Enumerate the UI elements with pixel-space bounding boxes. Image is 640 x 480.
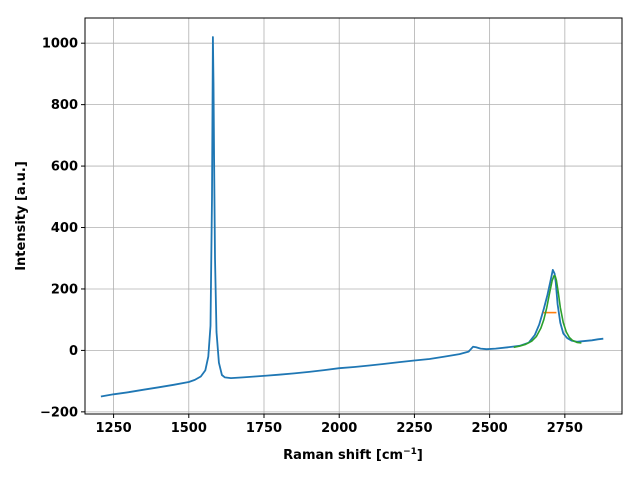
x-axis-label: Raman shift [cm−1] <box>283 447 423 463</box>
y-tick-label: 0 <box>69 344 78 359</box>
y-tick-label: −200 <box>40 405 78 420</box>
x-axis: 1250 1500 1750 2000 2250 2500 2750 <box>95 414 583 436</box>
y-tick-label: 1000 <box>42 37 78 52</box>
y-tick-label: 400 <box>51 221 78 236</box>
y-tick-label: 200 <box>51 282 78 297</box>
y-axis-label: Intensity [a.u.] <box>14 161 29 271</box>
x-axis-label-superscript: −1 <box>403 447 417 457</box>
x-tick-label: 2500 <box>472 421 508 436</box>
y-tick-label: 800 <box>51 98 78 113</box>
x-tick-label: 1250 <box>95 421 131 436</box>
grid-lines <box>85 18 622 414</box>
x-tick-label: 2750 <box>547 421 583 436</box>
axes-frame <box>84 17 623 415</box>
y-tick-label: 600 <box>51 160 78 175</box>
x-axis-label-text: Raman shift [cm <box>283 448 403 463</box>
x-tick-label: 1750 <box>246 421 282 436</box>
x-tick-label: 2250 <box>396 421 432 436</box>
plot-area <box>100 36 604 398</box>
x-tick-label: 1500 <box>171 421 207 436</box>
x-tick-label: 2000 <box>321 421 357 436</box>
x-axis-label-end: ] <box>417 448 423 463</box>
fit-line <box>513 274 582 349</box>
y-axis: −200 0 200 400 600 800 1000 <box>40 37 85 420</box>
